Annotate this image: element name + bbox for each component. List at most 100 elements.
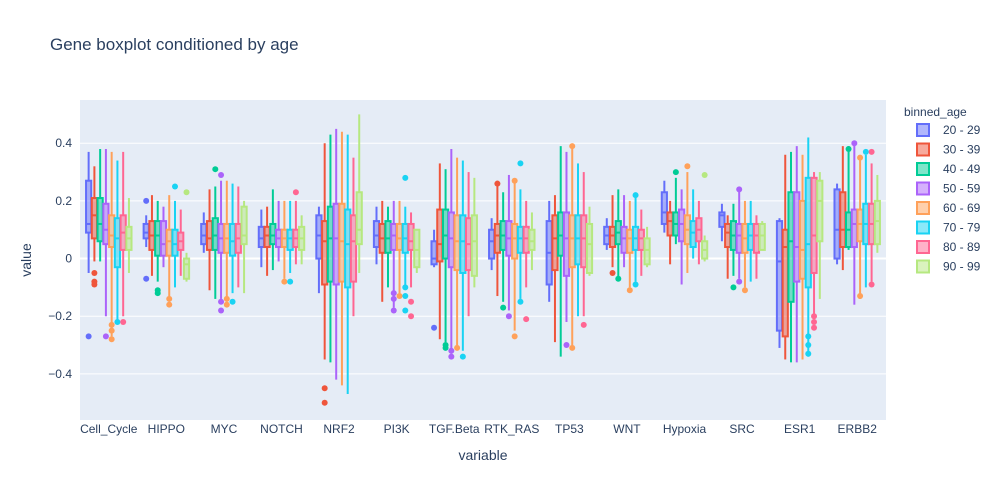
legend-item[interactable]: 90 - 99: [916, 259, 981, 274]
box-iqr: [488, 228, 496, 260]
box-iqr: [856, 208, 864, 243]
box-iqr: [459, 214, 467, 274]
box-iqr: [338, 202, 346, 283]
box-iqr: [562, 211, 571, 277]
box-iqr: [470, 214, 478, 277]
outlier-point: [811, 324, 818, 331]
y-tick-label: −0.4: [48, 367, 72, 381]
box-iqr: [96, 197, 104, 243]
x-axis-title: variable: [458, 447, 507, 463]
outlier-point: [102, 333, 109, 340]
outlier-point: [511, 333, 518, 340]
legend-swatch: [916, 259, 930, 274]
outlier-point: [108, 336, 115, 343]
y-tick-label: 0.2: [55, 194, 72, 208]
box-iqr: [182, 257, 191, 280]
outlier-point: [408, 313, 415, 320]
box-iqr: [557, 211, 565, 257]
outlier-point: [402, 293, 409, 300]
outlier-point: [609, 269, 616, 276]
outlier-point: [672, 169, 679, 176]
outlier-point: [811, 318, 818, 325]
outlier-point: [459, 353, 466, 360]
box-iqr: [804, 176, 812, 289]
box-iqr: [211, 217, 219, 251]
outlier-point: [120, 318, 127, 325]
legend-label: 70 - 79: [943, 221, 981, 235]
box-iqr: [752, 222, 761, 254]
box-iqr: [332, 202, 340, 286]
outlier-point: [811, 313, 818, 320]
box-iqr: [90, 197, 98, 240]
box-iqr: [372, 220, 381, 249]
x-axis-ticks: Cell_Cycle HIPPO MYC NOTCH NRF2 PI3K TGF.Beta R…: [80, 422, 877, 436]
legend-item[interactable]: 60 - 69: [916, 201, 981, 215]
box-iqr: [747, 222, 755, 251]
outlier-point: [632, 192, 639, 199]
legend-title: binned_age: [904, 105, 967, 119]
box-iqr: [798, 199, 807, 280]
outlier-point: [730, 284, 737, 291]
outlier-point: [805, 333, 812, 340]
legend-item[interactable]: 20 - 29: [916, 123, 981, 137]
outlier-point: [736, 186, 743, 193]
outlier-point: [402, 307, 409, 314]
box-iqr: [660, 191, 668, 225]
box-iqr: [321, 220, 329, 286]
box-series: [119, 148, 876, 331]
outlier-point: [857, 154, 864, 161]
y-axis-title: value: [18, 243, 34, 277]
box-iqr: [816, 179, 824, 243]
legend-item[interactable]: 70 - 79: [916, 220, 981, 235]
legend-swatch: [916, 123, 930, 137]
outlier-point: [632, 281, 639, 288]
x-tick-label: RTK_RAS: [484, 422, 539, 436]
box-iqr: [447, 211, 455, 269]
outlier-point: [494, 180, 501, 187]
legend-label: 30 - 39: [943, 143, 981, 157]
outlier-point: [321, 399, 328, 406]
box-iqr: [626, 228, 634, 254]
legend-label: 80 - 89: [943, 240, 981, 254]
x-tick-label: NOTCH: [260, 422, 303, 436]
chart-title: Gene boxplot conditioned by age: [50, 35, 299, 54]
outlier-point: [281, 278, 288, 285]
legend-swatch: [916, 142, 930, 157]
box-iqr: [407, 222, 415, 251]
box-iqr: [113, 217, 122, 269]
box-iqr: [833, 188, 841, 260]
x-tick-label: MYC: [211, 422, 238, 436]
box-iqr: [781, 228, 789, 338]
x-tick-label: Hypoxia: [663, 422, 707, 436]
legend-swatch: [916, 201, 930, 215]
x-tick-label: TGF.Beta: [429, 422, 480, 436]
box-iqr: [159, 220, 168, 257]
box-iqr: [453, 214, 461, 272]
legend-item[interactable]: 50 - 59: [916, 181, 981, 196]
box-series: [108, 131, 864, 386]
outlier-point: [448, 353, 455, 360]
box-iqr: [522, 225, 530, 254]
legend-item[interactable]: 30 - 39: [916, 142, 981, 157]
box-iqr: [516, 225, 525, 254]
y-tick-label: −0.2: [48, 309, 72, 323]
box-iqr: [551, 214, 559, 272]
box-iqr: [574, 214, 582, 266]
outlier-point: [563, 342, 570, 349]
legend-label: 50 - 59: [943, 182, 981, 196]
outlier-point: [626, 287, 633, 294]
legend-item[interactable]: 40 - 49: [916, 162, 981, 176]
box-iqr: [637, 228, 645, 251]
legend-swatch: [916, 181, 930, 196]
box-iqr: [678, 208, 686, 243]
outlier-point: [108, 321, 115, 328]
box-iqr: [643, 237, 651, 266]
box-iqr: [689, 220, 697, 249]
outlier-point: [511, 177, 518, 184]
x-tick-label: PI3K: [384, 422, 410, 436]
box-iqr: [154, 220, 162, 257]
legend-item[interactable]: 80 - 89: [916, 240, 981, 254]
box-iqr: [528, 228, 536, 251]
box-iqr: [102, 202, 110, 246]
